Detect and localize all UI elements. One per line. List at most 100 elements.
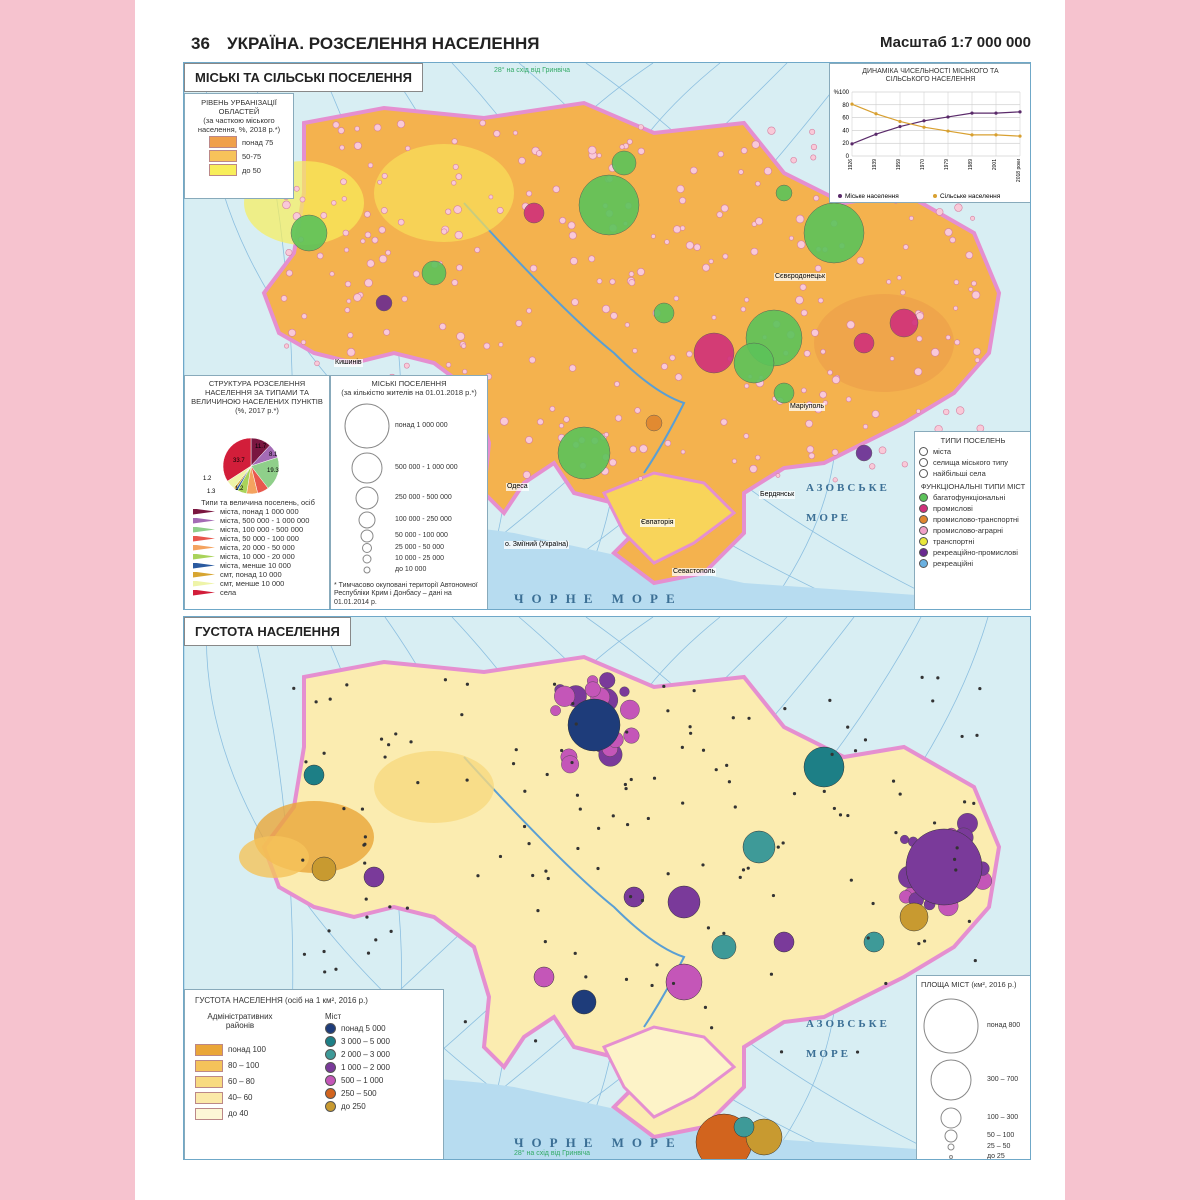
settlement-marker <box>650 983 654 988</box>
legend-item: міста, понад 1 000 000 <box>193 507 327 516</box>
size-circle <box>363 566 371 574</box>
area-label: 300 – 700 <box>987 1076 1019 1083</box>
swatch <box>919 504 928 513</box>
settlement-marker <box>378 226 386 234</box>
city-marker <box>900 834 910 844</box>
settlement-marker <box>803 350 811 357</box>
settlement-marker <box>364 211 371 218</box>
area-label: 50 – 100 <box>987 1132 1015 1139</box>
settlement-marker <box>866 936 870 940</box>
settlement-marker <box>869 463 876 470</box>
pie-label: 1.2 <box>203 476 212 482</box>
map-title: МІСЬКІ ТА СІЛЬСЬКІ ПОСЕЛЕННЯ <box>184 63 423 92</box>
population-dynamics-chart: ДИНАМІКА ЧИСЕЛЬНОСТІ МІСЬКОГО ТА СІЛЬСЬК… <box>829 63 1030 203</box>
data-point <box>898 119 902 124</box>
settlement-marker <box>619 144 625 150</box>
place-label: Сєвєродонецьк <box>774 273 827 281</box>
city-marker <box>550 705 561 716</box>
x-tick-label: 1970 <box>920 159 926 170</box>
settlement-marker <box>611 814 615 818</box>
settlement-marker <box>931 699 935 703</box>
legend-label: 60 – 80 <box>228 1076 255 1086</box>
settlement-marker <box>954 868 958 872</box>
settlement-marker <box>703 1005 708 1009</box>
settlement-marker <box>626 138 633 145</box>
settlement-marker <box>292 686 296 690</box>
settlement-marker <box>373 123 382 132</box>
city-marker <box>653 302 675 324</box>
settlement-marker <box>740 147 748 154</box>
settlement-marker <box>894 831 898 835</box>
legend-item: 1 000 – 2 000 <box>325 1062 390 1074</box>
settlement-marker <box>685 241 694 250</box>
settlement-marker <box>662 684 666 688</box>
settlement-marker <box>917 942 921 946</box>
settlement-marker <box>573 951 577 955</box>
settlement-marker <box>755 217 764 226</box>
settlement-marker <box>805 419 813 428</box>
page-title: УКРАЇНА. РОЗСЕЛЕННЯ НАСЕЛЕННЯ <box>227 34 540 53</box>
settlement-marker <box>714 768 718 772</box>
settlement-marker <box>334 967 338 971</box>
legend-item: понад 5 000 <box>325 1023 390 1035</box>
settlement-marker <box>389 929 393 933</box>
legend-title: СТРУКТУРА РОЗСЕЛЕННЯ НАСЕЛЕННЯ ЗА ТИПАМИ… <box>191 379 323 406</box>
settlement-marker <box>932 821 937 825</box>
city-marker <box>855 444 873 462</box>
legend-item: міста <box>919 447 1027 456</box>
legend-label: до 50 <box>242 165 261 175</box>
settlement-marker <box>693 243 701 251</box>
structure-pie-chart: 33.7 11.78.1 19.3 1.2 1.2 1.3 <box>203 437 279 495</box>
map-scale: Масштаб 1:7 000 000 <box>879 34 1031 51</box>
settlement-marker <box>331 200 337 206</box>
legend-label: 40– 60 <box>228 1092 253 1102</box>
size-label: 100 000 - 250 000 <box>395 516 452 523</box>
legend-label: Міське населення <box>845 192 899 200</box>
legend-label: міста, понад 1 000 000 <box>220 507 299 516</box>
legend-item: промислово-транспортні <box>919 515 1027 524</box>
size-circle <box>358 511 376 529</box>
legend-label: 500 – 1 000 <box>341 1075 384 1085</box>
legend-title: ТИПИ ПОСЕЛЕНЬ <box>940 436 1006 445</box>
settlement-marker <box>322 751 326 755</box>
urban-rural-map: МІСЬКІ ТА СІЛЬСЬКІ ПОСЕЛЕННЯ 28° на схід… <box>183 62 1031 610</box>
settlement-marker <box>567 221 576 230</box>
settlement-marker <box>831 448 839 456</box>
population-density-map: ГУСТОТА НАСЕЛЕННЯ 28° на схід від Гринві… <box>183 616 1031 1160</box>
settlement-marker <box>720 418 728 426</box>
settlement-marker <box>346 298 352 304</box>
legend-label: 1 000 – 2 000 <box>341 1062 390 1072</box>
city-marker <box>733 342 775 384</box>
swatch <box>193 517 215 524</box>
settlement-marker <box>920 675 924 679</box>
city-marker <box>773 931 795 953</box>
swatch <box>195 1059 223 1072</box>
settlement-marker <box>690 166 698 175</box>
settlement-marker <box>563 416 570 423</box>
data-point <box>874 132 878 136</box>
settlement-marker <box>896 275 902 281</box>
city-marker <box>290 214 328 252</box>
settlement-marker <box>342 229 349 237</box>
settlement-marker <box>738 875 742 879</box>
settlement-marker <box>465 778 469 782</box>
area-label: понад 800 <box>987 1022 1021 1029</box>
settlement-marker <box>383 755 387 759</box>
settlement-marker <box>814 264 822 272</box>
settlement-marker <box>498 854 503 859</box>
settlement-marker <box>943 408 950 416</box>
city-marker <box>889 308 919 338</box>
settlement-marker <box>767 126 776 135</box>
settlement-marker <box>377 179 382 185</box>
settlement-marker <box>970 215 975 221</box>
density-zone <box>239 836 309 878</box>
city-marker <box>803 746 845 788</box>
legend-item: селища міського типу <box>919 458 1027 467</box>
legend-item: найбільші села <box>919 469 1027 478</box>
settlement-marker <box>461 343 467 349</box>
swatch <box>193 589 215 596</box>
area-label: до 25 <box>987 1153 1005 1160</box>
types-title: Типи та величина поселень, осіб <box>201 498 315 507</box>
settlement-marker <box>808 452 815 460</box>
settlement-marker <box>601 304 611 314</box>
